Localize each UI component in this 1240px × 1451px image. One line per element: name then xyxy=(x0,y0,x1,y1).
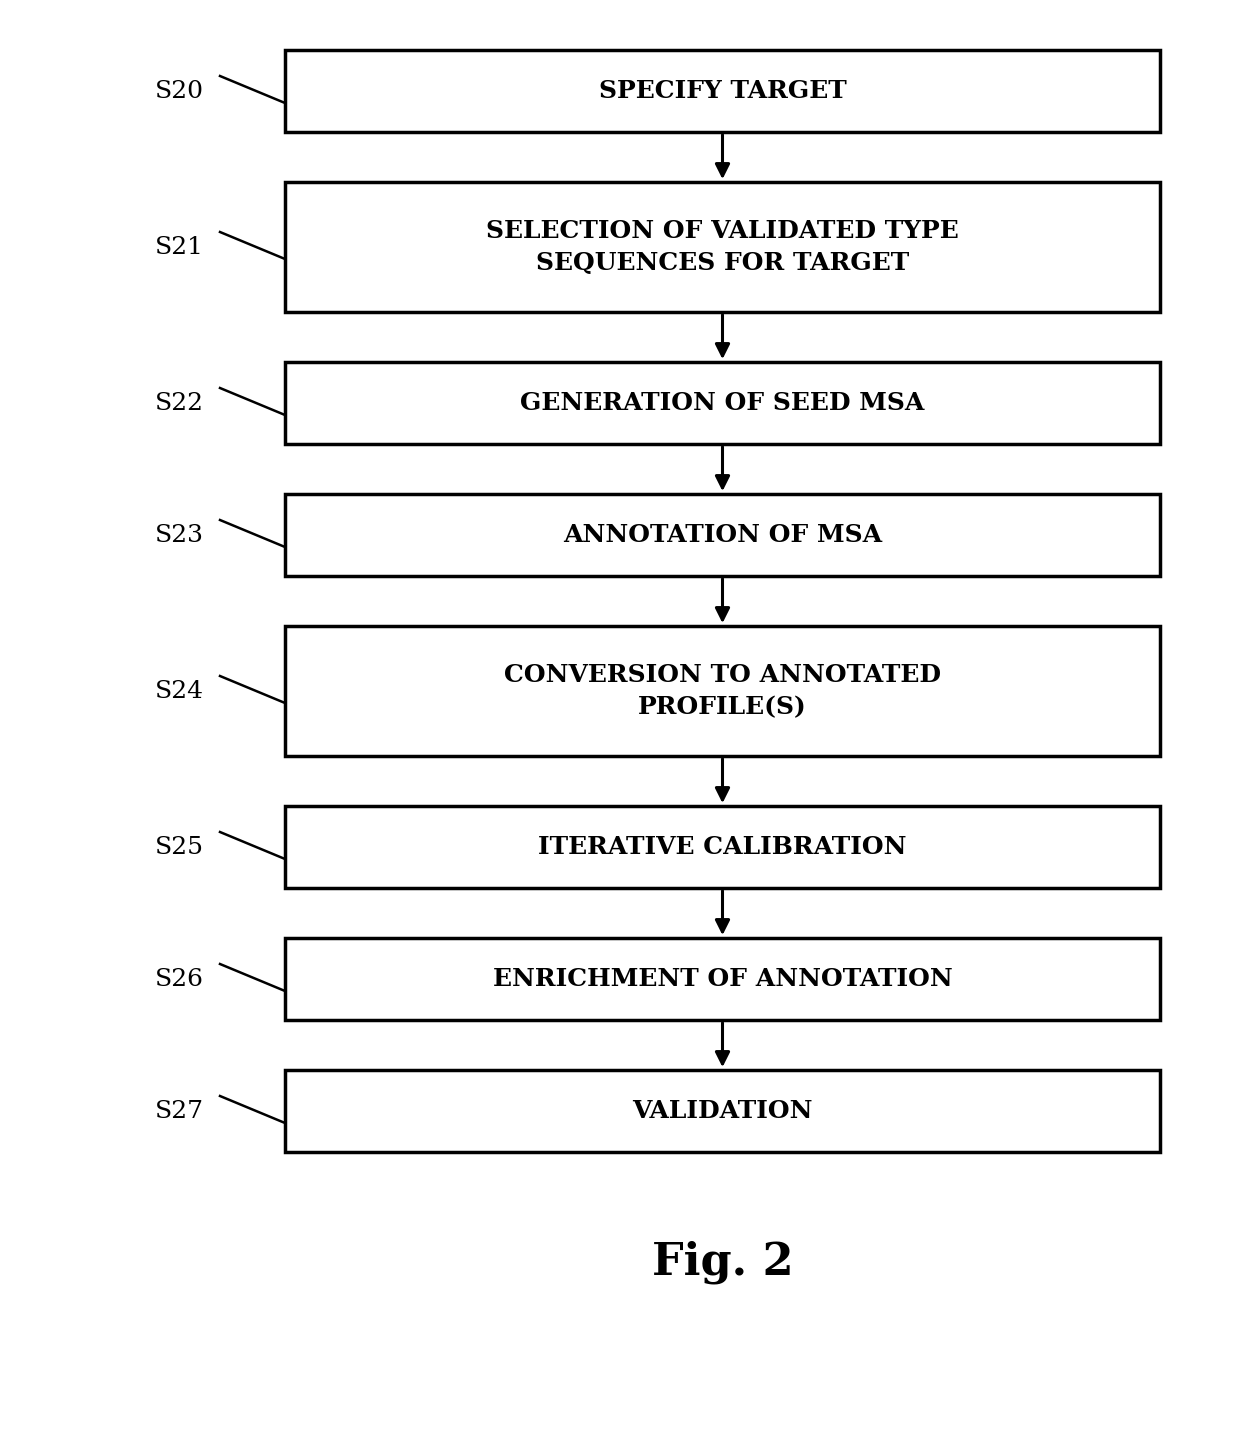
Text: Fig. 2: Fig. 2 xyxy=(652,1241,794,1284)
Text: VALIDATION: VALIDATION xyxy=(632,1098,812,1123)
Bar xyxy=(285,361,1159,444)
Text: S24: S24 xyxy=(155,679,205,702)
Text: ITERATIVE CALIBRATION: ITERATIVE CALIBRATION xyxy=(538,834,906,859)
Bar xyxy=(285,1069,1159,1152)
Text: S22: S22 xyxy=(155,392,205,415)
Text: S21: S21 xyxy=(155,235,203,258)
Bar xyxy=(285,181,1159,312)
Text: ANNOTATION OF MSA: ANNOTATION OF MSA xyxy=(563,522,882,547)
Text: S25: S25 xyxy=(155,836,205,859)
Bar xyxy=(285,49,1159,132)
Text: SPECIFY TARGET: SPECIFY TARGET xyxy=(599,78,847,103)
Text: ENRICHMENT OF ANNOTATION: ENRICHMENT OF ANNOTATION xyxy=(492,966,952,991)
Bar xyxy=(285,937,1159,1020)
Text: S27: S27 xyxy=(155,1100,205,1123)
Bar xyxy=(285,625,1159,756)
Text: S26: S26 xyxy=(155,968,205,991)
Bar xyxy=(285,805,1159,888)
Text: S23: S23 xyxy=(155,524,205,547)
Text: S20: S20 xyxy=(155,80,205,103)
Text: SELECTION OF VALIDATED TYPE
SEQUENCES FOR TARGET: SELECTION OF VALIDATED TYPE SEQUENCES FO… xyxy=(486,219,959,274)
Bar xyxy=(285,493,1159,576)
Text: GENERATION OF SEED MSA: GENERATION OF SEED MSA xyxy=(521,390,925,415)
Text: CONVERSION TO ANNOTATED
PROFILE(S): CONVERSION TO ANNOTATED PROFILE(S) xyxy=(503,663,941,718)
